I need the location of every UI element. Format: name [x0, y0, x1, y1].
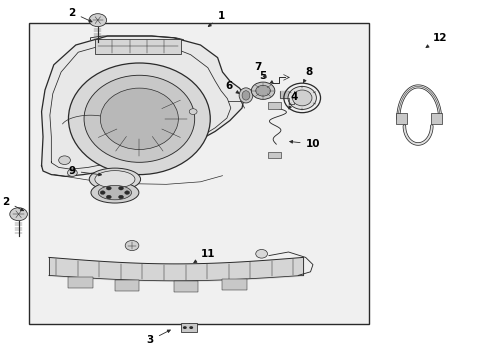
Circle shape: [118, 186, 123, 190]
Text: 8: 8: [303, 67, 312, 82]
Text: 10: 10: [289, 139, 320, 149]
Bar: [115, 280, 139, 291]
Circle shape: [67, 169, 77, 176]
Bar: [267, 102, 280, 109]
Circle shape: [183, 326, 186, 329]
Text: 6: 6: [224, 81, 239, 93]
Circle shape: [118, 195, 123, 199]
Bar: [95, 39, 181, 54]
Text: 2: 2: [2, 197, 23, 211]
Ellipse shape: [91, 182, 139, 203]
Ellipse shape: [84, 75, 194, 162]
Bar: [29, 23, 368, 324]
Ellipse shape: [98, 185, 131, 200]
Text: 3: 3: [146, 330, 170, 345]
Circle shape: [255, 249, 267, 258]
Text: 7: 7: [254, 62, 265, 78]
Circle shape: [255, 85, 270, 96]
Text: 5: 5: [259, 71, 273, 84]
Ellipse shape: [89, 168, 141, 190]
Ellipse shape: [95, 171, 135, 188]
Bar: [68, 278, 93, 288]
Bar: [395, 113, 406, 124]
Circle shape: [10, 208, 27, 221]
Ellipse shape: [239, 88, 252, 103]
Circle shape: [189, 109, 197, 114]
Bar: [267, 152, 280, 158]
Bar: [181, 323, 196, 332]
Ellipse shape: [292, 90, 311, 106]
Circle shape: [59, 156, 70, 165]
Circle shape: [251, 82, 274, 99]
Bar: [430, 113, 441, 124]
Circle shape: [124, 191, 129, 194]
Bar: [173, 281, 198, 292]
Circle shape: [125, 240, 139, 251]
Bar: [222, 279, 246, 290]
Ellipse shape: [68, 63, 210, 175]
Circle shape: [106, 195, 111, 199]
Text: 12: 12: [425, 33, 447, 48]
Text: 1: 1: [208, 11, 224, 27]
Ellipse shape: [287, 86, 316, 109]
Circle shape: [189, 326, 193, 329]
Polygon shape: [279, 91, 294, 104]
Text: 11: 11: [193, 249, 215, 262]
Circle shape: [100, 191, 105, 194]
Ellipse shape: [100, 88, 178, 149]
Text: 2: 2: [68, 8, 92, 22]
Text: 4: 4: [288, 92, 298, 109]
Circle shape: [89, 14, 106, 27]
Polygon shape: [41, 36, 244, 176]
Text: 9: 9: [68, 166, 101, 176]
Circle shape: [106, 186, 111, 190]
Ellipse shape: [242, 91, 249, 100]
